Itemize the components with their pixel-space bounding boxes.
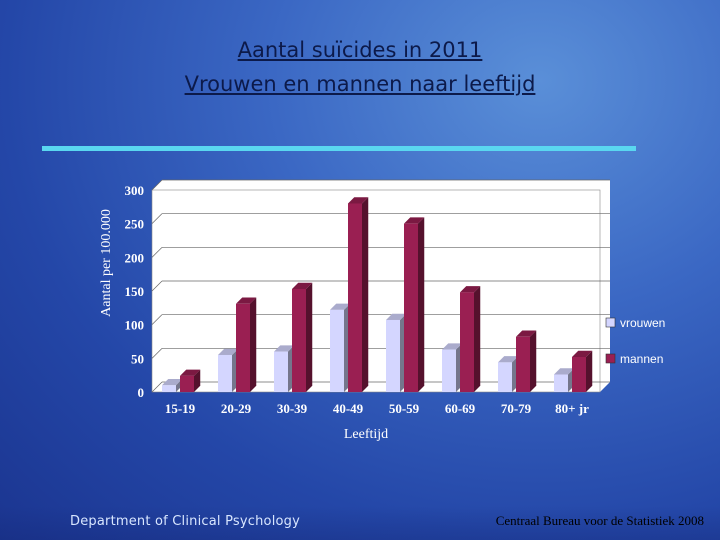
bar-top-mannen xyxy=(292,282,313,289)
bar-top-vrouwen xyxy=(274,345,295,352)
bar-top-vrouwen xyxy=(498,356,519,363)
bar-top-mannen xyxy=(180,369,201,376)
bar-top-mannen xyxy=(572,350,593,357)
y-tick-label: 200 xyxy=(125,250,145,265)
chart-title: Aantal suïcides in 2011 xyxy=(237,38,483,62)
y-tick-label: 100 xyxy=(125,318,145,333)
legend-label-vrouwen: vrouwen xyxy=(620,316,665,330)
bar-side-mannen xyxy=(586,350,593,392)
x-tick-label: 40-49 xyxy=(333,401,364,416)
bar-top-mannen xyxy=(348,197,369,204)
bar-top-vrouwen xyxy=(442,343,463,350)
bar-mannen xyxy=(292,288,306,392)
bar-vrouwen xyxy=(218,354,232,392)
gridline-depth xyxy=(151,348,163,359)
y-tick-label: 0 xyxy=(138,385,145,400)
bar-vrouwen xyxy=(274,351,288,392)
chart-subtitle: Vrouwen en mannen naar leeftijd xyxy=(184,72,536,96)
x-tick-label: 20-29 xyxy=(221,401,252,416)
x-tick-label: 80+ jr xyxy=(555,401,589,416)
bar-top-vrouwen xyxy=(554,368,575,375)
gridline-depth xyxy=(151,381,163,393)
legend-label-mannen: mannen xyxy=(620,352,663,366)
bar-mannen xyxy=(404,223,418,392)
x-axis-label: Leeftijd xyxy=(344,427,388,442)
bar-side-mannen xyxy=(362,197,369,392)
bar-top-vrouwen xyxy=(386,313,407,320)
bar-mannen xyxy=(348,203,362,392)
footer-bar xyxy=(0,506,720,540)
bar-top-vrouwen xyxy=(162,379,183,386)
bar-side-mannen xyxy=(530,330,537,392)
gridline-depth xyxy=(151,179,163,191)
divider-rule xyxy=(42,146,636,151)
gridline-depth xyxy=(151,213,163,224)
x-tick-label: 70-79 xyxy=(501,401,532,416)
y-tick-label: 50 xyxy=(131,351,144,366)
y-tick-label: 300 xyxy=(125,183,145,198)
bar-top-mannen xyxy=(404,217,425,224)
department-label: Department of Clinical Psychology xyxy=(70,514,300,529)
x-tick-label: 60-69 xyxy=(445,401,476,416)
gridline-depth xyxy=(151,247,163,258)
bar-top-vrouwen xyxy=(218,348,239,355)
bar-vrouwen xyxy=(554,374,568,392)
bar-side-mannen xyxy=(250,297,257,392)
bar-mannen xyxy=(516,336,530,392)
bar-side-mannen xyxy=(306,282,313,392)
bar-mannen xyxy=(180,375,194,392)
legend-swatch-vrouwen xyxy=(605,317,616,328)
y-tick-label: 150 xyxy=(125,284,145,299)
bar-vrouwen xyxy=(498,362,512,392)
bar-top-vrouwen xyxy=(330,303,351,310)
y-tick-label: 250 xyxy=(125,217,145,232)
bar-top-mannen xyxy=(516,330,537,337)
bar-vrouwen xyxy=(330,309,344,392)
bar-top-mannen xyxy=(460,286,481,293)
gridline-depth xyxy=(151,314,163,325)
bar-side-mannen xyxy=(194,369,201,392)
x-tick-label: 15-19 xyxy=(165,401,196,416)
bar-vrouwen xyxy=(162,385,176,392)
bar-mannen xyxy=(572,356,586,392)
bar-top-mannen xyxy=(236,297,257,304)
bar-vrouwen xyxy=(442,349,456,392)
bar-mannen xyxy=(236,303,250,392)
bar-vrouwen xyxy=(386,319,400,392)
bar-side-mannen xyxy=(418,217,425,392)
source-label: Centraal Bureau voor de Statistiek 2008 xyxy=(495,513,704,528)
y-axis-label: Aantal per 100.000 xyxy=(99,209,114,317)
gridline-depth xyxy=(151,280,163,292)
bar-mannen xyxy=(460,292,474,392)
legend-swatch-mannen xyxy=(605,353,616,364)
x-tick-label: 50-59 xyxy=(389,401,420,416)
x-tick-label: 30-39 xyxy=(277,401,308,416)
bar-side-mannen xyxy=(474,286,481,392)
